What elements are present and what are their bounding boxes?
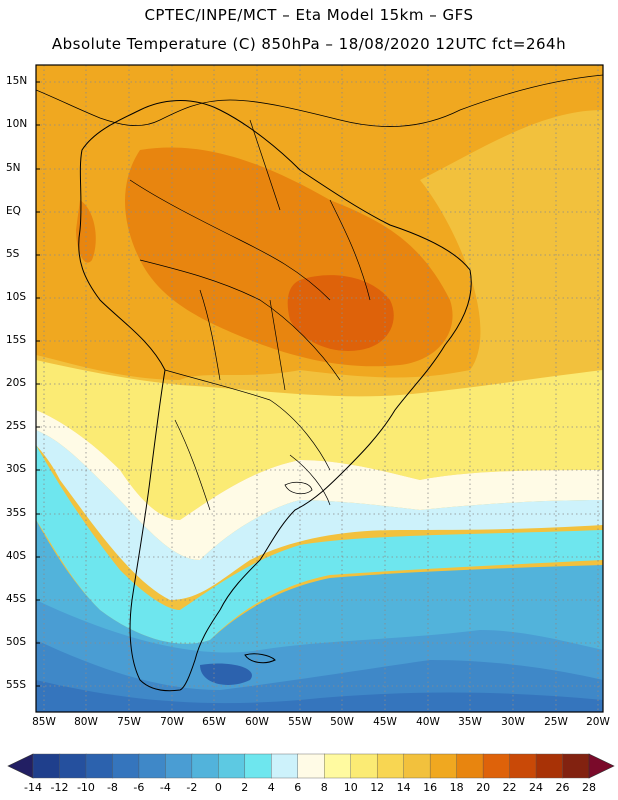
colorbar-swatch: [456, 753, 484, 779]
colorbar-label: -6: [133, 781, 145, 794]
latitude-label: 15S: [6, 334, 27, 346]
colorbar-label: 8: [320, 781, 328, 794]
longitude-label: 75W: [117, 716, 141, 728]
colorbar-label: 2: [241, 781, 249, 794]
latitude-label: 55S: [6, 679, 27, 691]
longitude-label: 55W: [288, 716, 312, 728]
colorbar-label: -12: [50, 781, 69, 794]
colorbar-swatch: [59, 753, 87, 779]
colorbar-label: 6: [294, 781, 302, 794]
colorbar-swatch: [429, 753, 458, 779]
colorbar-swatch: [403, 753, 431, 779]
colorbar-high-arrow: [588, 753, 615, 779]
colorbar-label: 0: [214, 781, 222, 794]
colorbar-label: -10: [76, 781, 95, 794]
colorbar-label: 28: [582, 781, 596, 794]
graticule: [36, 65, 603, 712]
field-minus6-minus4: [36, 680, 603, 712]
latitude-label: 10N: [6, 118, 28, 130]
colorbar-swatch: [191, 753, 220, 779]
latitude-label: EQ: [6, 205, 21, 217]
longitude-label: 30W: [501, 716, 525, 728]
latitude-label: 5S: [6, 248, 20, 260]
colorbar-swatch: [324, 753, 352, 779]
colorbar-swatch: [112, 753, 140, 779]
colorbar-label: 14: [396, 781, 411, 794]
latitude-label: 40S: [6, 550, 27, 562]
colorbar-label: 18: [449, 781, 464, 794]
colorbar-swatch: [482, 753, 511, 779]
colorbar-label: 24: [529, 781, 544, 794]
longitude-label: 85W: [32, 716, 56, 728]
latitude-label: 30S: [6, 463, 27, 475]
colorbar-label: -14: [24, 781, 42, 794]
longitude-label: 80W: [74, 716, 98, 728]
latitude-label: 50S: [6, 636, 27, 648]
south-america-coastline: [78, 100, 472, 692]
colorbar-swatch: [244, 753, 272, 779]
caribbean-coastline: [36, 74, 603, 127]
colorbar-swatch: [165, 753, 193, 779]
longitude-label: 35W: [458, 716, 482, 728]
colorbar: [7, 753, 615, 779]
latitude-label: 10S: [6, 291, 27, 303]
longitude-label: 50W: [330, 716, 354, 728]
colorbar-swatch: [376, 753, 405, 779]
map-title-line-1: CPTEC/INPE/MCT – Eta Model 15km – GFS: [144, 6, 474, 24]
latitude-label: 45S: [6, 593, 27, 605]
map-title-line-2: Absolute Temperature (C) 850hPa – 18/08/…: [51, 35, 567, 53]
colorbar-swatch: [509, 753, 537, 779]
latitude-label: 5N: [6, 162, 21, 174]
colorbar-label: -2: [186, 781, 198, 794]
longitude-label: 60W: [245, 716, 269, 728]
longitude-label: 25W: [544, 716, 568, 728]
falklands-coastline: [244, 653, 276, 664]
latitude-label: 15N: [6, 75, 28, 87]
colorbar-swatch: [32, 753, 61, 779]
colorbar-swatch: [85, 753, 114, 779]
colorbar-low-arrow: [7, 753, 34, 779]
colorbar-label: 20: [476, 781, 491, 794]
colorbar-label: 12: [370, 781, 385, 794]
colorbar-swatch: [562, 753, 590, 779]
longitude-label: 65W: [202, 716, 226, 728]
field-cold-pocket: [200, 663, 252, 685]
colorbar-swatch: [271, 753, 299, 779]
field-10-14: [36, 360, 603, 520]
colorbar-swatch: [297, 753, 325, 779]
colorbar-label: 26: [555, 781, 570, 794]
lagoon-coastline: [284, 481, 313, 495]
field-4-6: [36, 430, 603, 600]
longitude-label: 70W: [160, 716, 184, 728]
colorbar-label: 4: [267, 781, 275, 794]
plot-frame: [35, 64, 604, 713]
colorbar-label: 16: [423, 781, 438, 794]
latitude-label: 35S: [6, 507, 27, 519]
colorbar-label: -4: [159, 781, 171, 794]
longitude-label: 45W: [373, 716, 397, 728]
colorbar-label: -8: [106, 781, 118, 794]
colorbar-label: 22: [502, 781, 517, 794]
axis-ticks: [36, 81, 40, 687]
latitude-label: 25S: [6, 420, 27, 432]
colorbar-swatch: [535, 753, 564, 779]
field-22-24: [287, 275, 394, 351]
longitude-label: 40W: [416, 716, 440, 728]
colorbar-swatch: [350, 753, 378, 779]
latitude-label: 20S: [6, 377, 27, 389]
colorbar-swatch: [218, 753, 246, 779]
longitude-label: 20W: [586, 716, 610, 728]
country-borders: [129, 119, 371, 511]
colorbar-label: 10: [343, 781, 358, 794]
field-2-4: [36, 445, 603, 644]
colorbar-swatch: [138, 753, 167, 779]
